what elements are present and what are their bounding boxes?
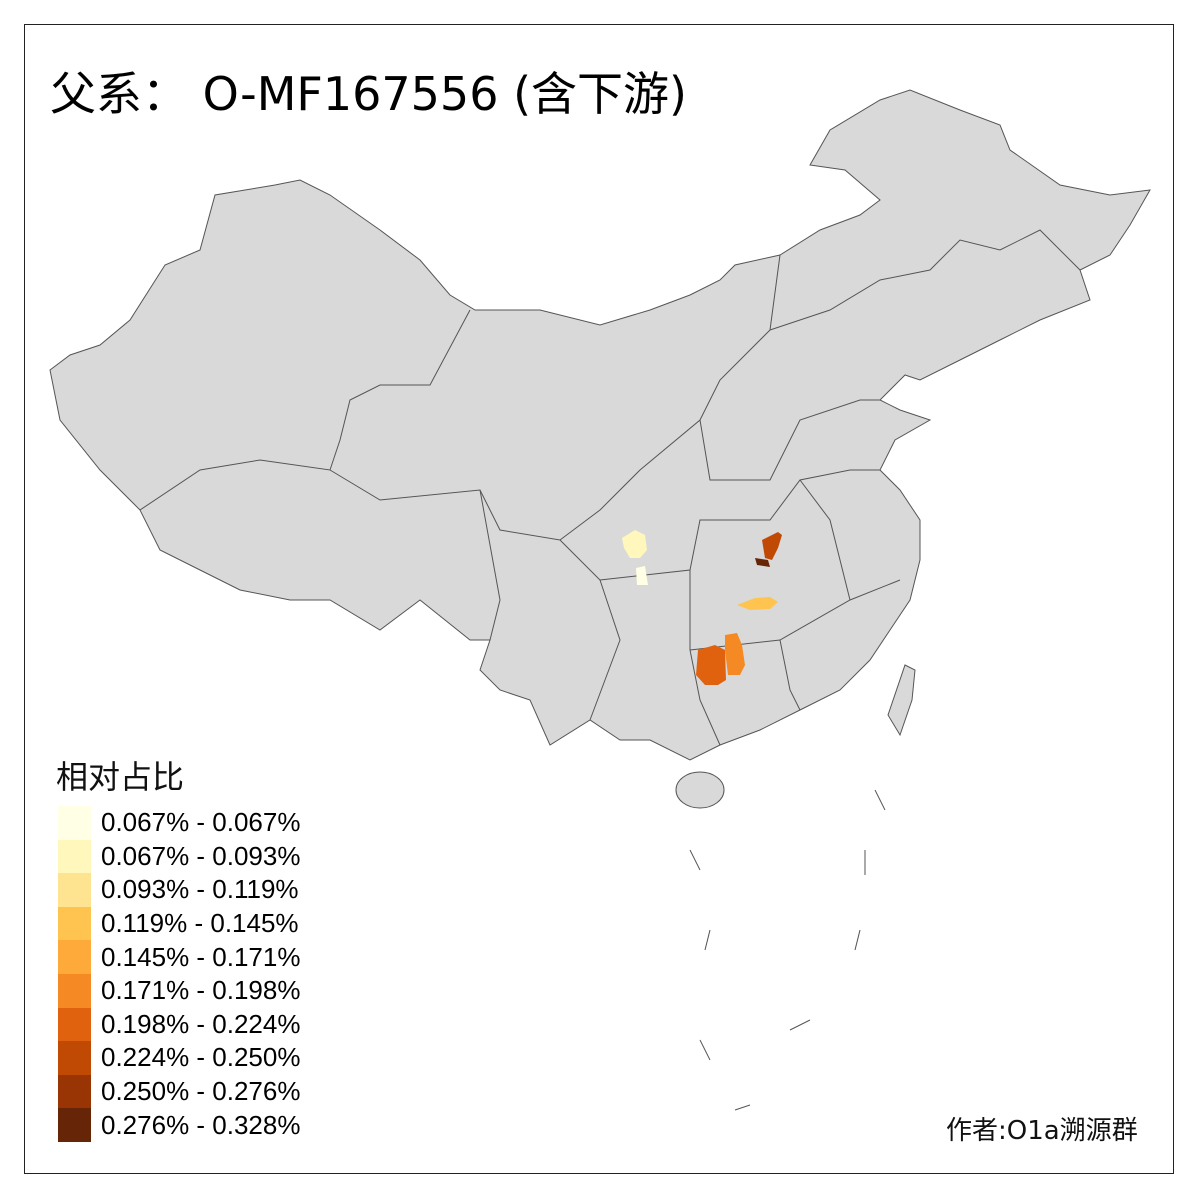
map-title: 父系： O-MF167556 (含下游) [50, 67, 687, 121]
legend-item: 0.250% - 0.276% [58, 1074, 301, 1109]
region-class-5 [725, 633, 745, 675]
legend-label: 0.067% - 0.093% [101, 840, 301, 871]
hainan-island [675, 771, 725, 809]
legend-swatch [58, 906, 91, 941]
legend-label: 0.250% - 0.276% [101, 1076, 301, 1107]
legend-label: 0.145% - 0.171% [101, 941, 301, 972]
legend-label: 0.119% - 0.145% [101, 908, 299, 939]
legend-label: 0.171% - 0.198% [101, 975, 301, 1006]
legend-swatch [58, 974, 91, 1008]
region-class-1 [622, 530, 647, 558]
legend-item: 0.067% - 0.067% [58, 806, 300, 840]
author-credit: 作者:O1a溯源群 [946, 1116, 1138, 1146]
legend-swatch [58, 873, 91, 907]
legend-swatch [58, 806, 91, 840]
legend-swatch [58, 1108, 91, 1142]
legend-swatch [58, 940, 91, 974]
legend-swatch [58, 1074, 91, 1109]
legend-item: 0.067% - 0.093% [58, 839, 301, 874]
legend-swatch [58, 1007, 91, 1042]
map-panel-border [24, 24, 1174, 1174]
taiwan-island [887, 664, 916, 737]
legend-swatch [58, 839, 91, 874]
legend-label: 0.276% - 0.328% [101, 1109, 301, 1140]
legend-label: 0.093% - 0.119% [101, 874, 299, 905]
legend-item: 0.224% - 0.250% [58, 1041, 300, 1075]
region-class-3 [737, 597, 778, 610]
region-class-0 [636, 566, 648, 585]
legend-item: 0.119% - 0.145% [58, 906, 299, 941]
legend-item: 0.276% - 0.328% [58, 1108, 300, 1142]
highlighted-regions [622, 530, 782, 685]
legend-label: 0.067% - 0.067% [101, 807, 301, 838]
legend-item: 0.093% - 0.119% [58, 873, 299, 907]
china-mainland [49, 89, 1151, 761]
region-class-9 [755, 558, 770, 567]
legend-item: 0.198% - 0.224% [58, 1007, 301, 1042]
legend-label: 0.224% - 0.250% [101, 1042, 301, 1073]
south-china-sea-islands [689, 789, 886, 1111]
legend-item: 0.145% - 0.171% [58, 940, 300, 974]
region-class-6 [696, 645, 726, 685]
legend-label: 0.198% - 0.224% [101, 1008, 301, 1039]
legend-item: 0.171% - 0.198% [58, 974, 300, 1008]
region-class-7 [762, 532, 782, 560]
legend-title: 相对占比 [56, 758, 185, 796]
legend-swatch [58, 1041, 91, 1075]
